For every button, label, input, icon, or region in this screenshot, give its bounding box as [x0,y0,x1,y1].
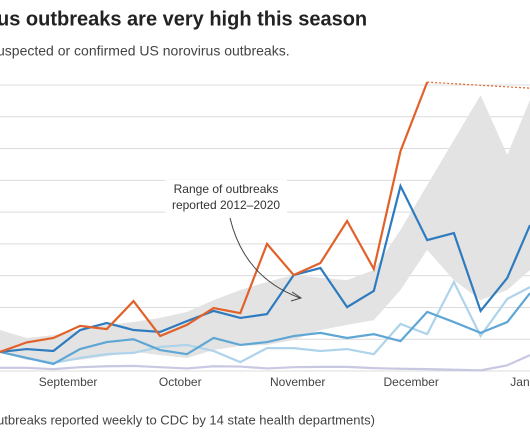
chart-subtitle: uspected or confirmed US norovirus outbr… [0,43,290,59]
annotation: reported 2012–2020 [172,198,280,212]
x-tick-label: October [159,375,202,389]
annotation-bg [165,180,287,214]
x-tick-label: Janu [510,375,530,389]
chart-title: us outbreaks are very high this season [0,8,367,30]
lines-layer [0,81,530,372]
range-layer [0,95,530,363]
x-tick-label: September [39,375,98,389]
series-line [0,292,530,366]
annotation-arrow [229,217,301,299]
annotation: Range of outbreaks [174,182,279,196]
annotation-arrowhead [290,291,303,302]
projection-line [427,81,530,89]
series-line [0,354,530,372]
x-tick-label: November [270,375,325,389]
chart-note: utbreaks reported weekly to CDC by 14 st… [0,412,375,427]
series-line [0,279,530,365]
series-line [0,81,429,353]
x-tick-label: December [384,375,439,389]
range-band [0,95,530,363]
